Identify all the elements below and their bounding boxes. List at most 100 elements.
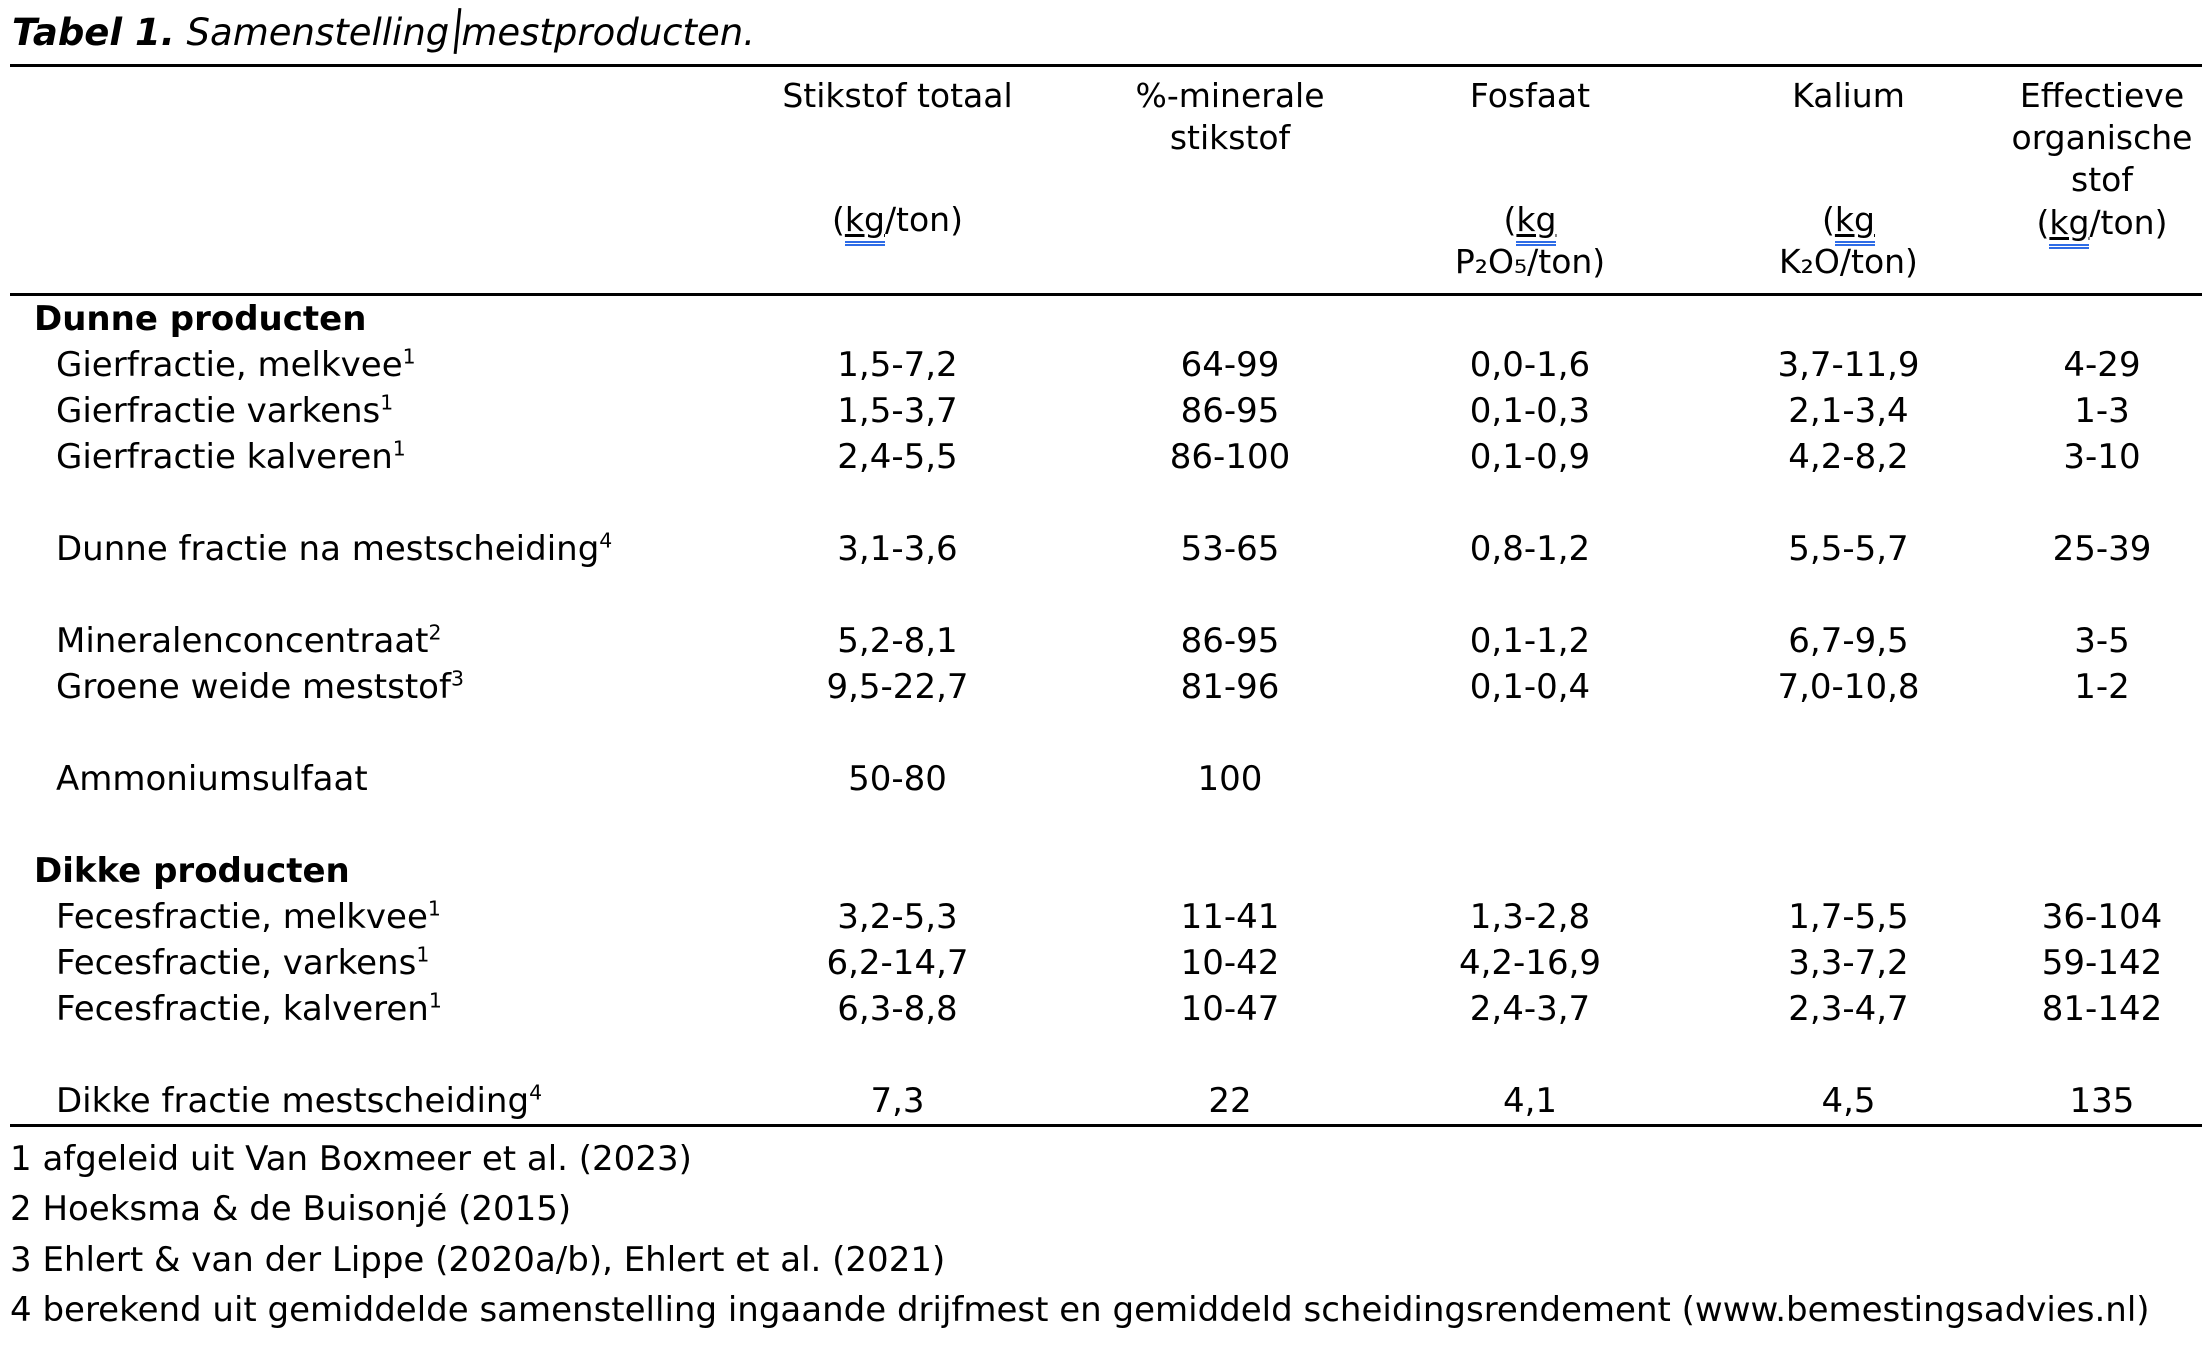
product-name-cell	[10, 710, 700, 756]
value-cell	[1695, 1032, 2002, 1078]
product-name: Groene weide meststof	[56, 667, 451, 707]
spellcheck-underlined-kg: kg	[2049, 202, 2090, 249]
footnote-4: 4 berekend uit gemiddelde samenstelling …	[10, 1290, 2150, 1331]
value-cell: 9,5-22,7	[826, 667, 969, 707]
value-cell: 22	[1208, 1081, 1252, 1121]
value-cell: 2,4-5,5	[837, 437, 958, 477]
value-cell	[2002, 1032, 2202, 1078]
spellcheck-underlined-kg: kg	[1516, 200, 1557, 246]
product-name: Dunne producten	[34, 299, 367, 339]
value-cell: 86-95	[1180, 621, 1280, 661]
group-row: Dikke producten	[10, 848, 2202, 894]
table-row: Fecesfractie, kalveren1 6,3-8,8 10-47 2,4-3…	[10, 986, 2202, 1032]
value-cell	[1695, 295, 2002, 343]
value-cell: 10-47	[1180, 989, 1280, 1029]
value-cell: 86-100	[1169, 437, 1291, 477]
value-cell	[1095, 572, 1365, 618]
footnote-2: 2 Hoeksma & de Buisonjé (2015)	[10, 1189, 572, 1230]
value-cell: 2,1-3,4	[1788, 391, 1909, 431]
value-cell: 0,1-0,4	[1469, 667, 1591, 707]
value-cell: 3-10	[2063, 437, 2141, 477]
table-row: Ammoniumsulfaat 50-80 100	[10, 756, 2202, 802]
value-cell: 4,2-16,9	[1458, 943, 1602, 983]
value-cell: 36-104	[2041, 897, 2163, 937]
product-name-cell: Dunne fractie na mestscheiding4	[10, 526, 700, 572]
footnotes: 1 afgeleid uit Van Boxmeer et al. (2023)…	[10, 1140, 2202, 1331]
value-cell	[1695, 848, 2002, 894]
header-stikstof-totaal: Stikstof totaal (kg/ton)	[700, 66, 1095, 295]
value-cell	[1365, 572, 1695, 618]
product-name-cell: Groene weide meststof3	[10, 664, 700, 710]
value-cell	[700, 848, 1095, 894]
value-cell: 3-5	[2074, 621, 2130, 661]
spacer-row	[10, 572, 2202, 618]
column-label: Stikstof totaal	[782, 76, 1013, 115]
value-cell	[1695, 710, 2002, 756]
product-name: Dikke fractie mestscheiding	[56, 1081, 530, 1121]
footnote-ref: 2	[428, 620, 442, 645]
product-name: Dunne fractie na mestscheiding	[56, 529, 600, 569]
value-cell: 3,7-11,9	[1777, 345, 1920, 385]
value-cell: 5,5-5,7	[1788, 529, 1909, 569]
header-kalium: Kalium (kg K₂O/ton)	[1695, 66, 2002, 295]
table-title-caption-right: mestproducten.	[461, 11, 755, 54]
value-cell: 4,1	[1502, 1081, 1558, 1121]
value-cell: 11-41	[1180, 897, 1280, 937]
column-unit: (kg P₂O₅/ton)	[1454, 200, 1606, 282]
spacer-row	[10, 480, 2202, 526]
value-cell	[1365, 710, 1695, 756]
value-cell: 81-96	[1180, 667, 1280, 707]
value-cell	[2002, 295, 2202, 343]
footnote-ref: 1	[427, 896, 441, 921]
table-row: Gierfractie, melkvee1 1,5-7,2 64-99 0,0-1,6…	[10, 342, 2202, 388]
table-row: Gierfractie kalveren1 2,4-5,5 86-100 0,1-0,…	[10, 434, 2202, 480]
value-cell: 100	[1197, 759, 1263, 799]
footnote-ref: 4	[529, 1080, 543, 1105]
value-cell	[700, 480, 1095, 526]
value-cell: 0,1-0,3	[1469, 391, 1591, 431]
table-body: Dunne producten Gierfractie, melkvee1 1,5-…	[10, 295, 2202, 1126]
value-cell: 7,3	[870, 1081, 925, 1121]
header-product-column	[10, 66, 700, 295]
value-cell: 3,2-5,3	[837, 897, 958, 937]
table-title-caption-left: Samenstelling	[186, 11, 450, 54]
table-header: Stikstof totaal (kg/ton) %-minerale stik…	[10, 66, 2202, 295]
product-name-cell: Dunne producten	[10, 295, 700, 343]
table-row: Gierfractie varkens1 1,5-3,7 86-95 0,1-0,3 2…	[10, 388, 2202, 434]
value-cell	[2002, 480, 2202, 526]
product-name: Dikke producten	[34, 851, 350, 891]
product-name: Fecesfractie, kalveren	[56, 989, 429, 1029]
value-cell	[1095, 480, 1365, 526]
value-cell	[1095, 802, 1365, 848]
value-cell: 7,0-10,8	[1777, 667, 1920, 707]
value-cell: 2,3-4,7	[1788, 989, 1909, 1029]
header-minerale-stikstof: %-minerale stikstof	[1095, 66, 1365, 295]
header-effectieve-organische-stof: Effectieve organische stof (kg/ton)	[2002, 66, 2202, 295]
value-cell	[1365, 756, 1695, 802]
value-cell	[1095, 295, 1365, 343]
product-name-cell: Gierfractie varkens1	[10, 388, 700, 434]
product-name: Gierfractie varkens	[56, 391, 381, 431]
value-cell: 2,4-3,7	[1469, 989, 1591, 1029]
value-cell: 1,5-3,7	[837, 391, 958, 431]
value-cell: 3,1-3,6	[837, 529, 958, 569]
product-name: Gierfractie, melkvee	[56, 345, 403, 385]
footnote-ref: 1	[380, 390, 394, 415]
table-row: Fecesfractie, varkens1 6,2-14,7 10-42 4,2-1…	[10, 940, 2202, 986]
product-name-cell: Dikke producten	[10, 848, 700, 894]
value-cell	[700, 710, 1095, 756]
product-name-cell: Ammoniumsulfaat	[10, 756, 700, 802]
value-cell	[700, 572, 1095, 618]
product-name: Ammoniumsulfaat	[56, 759, 368, 799]
value-cell	[1695, 572, 2002, 618]
header-row: Stikstof totaal (kg/ton) %-minerale stik…	[10, 66, 2202, 295]
value-cell	[2002, 572, 2202, 618]
value-cell: 1,3-2,8	[1469, 897, 1591, 937]
value-cell: 4-29	[2063, 345, 2141, 385]
value-cell: 64-99	[1180, 345, 1280, 385]
value-cell: 81-142	[2041, 989, 2163, 1029]
spacer-row	[10, 710, 2202, 756]
value-cell: 0,1-1,2	[1469, 621, 1591, 661]
column-label: %-minerale stikstof	[1135, 76, 1325, 158]
table-row: Dunne fractie na mestscheiding4 3,1-3,6 53…	[10, 526, 2202, 572]
